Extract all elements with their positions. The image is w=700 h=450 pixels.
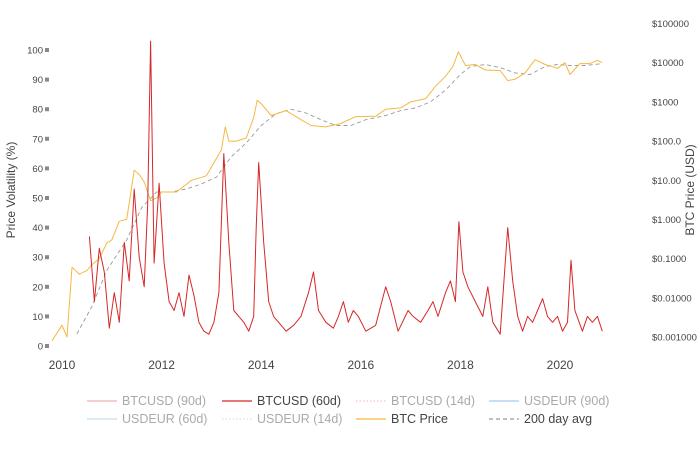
legend-label: 200 day avg: [524, 412, 592, 426]
left-tick-mark: [45, 255, 49, 260]
left-tick-mark: [45, 284, 49, 289]
left-tick-mark: [45, 77, 49, 82]
left-axis-title: Price Volatility (%): [4, 142, 18, 239]
legend-item[interactable]: USDEUR (90d): [489, 394, 609, 408]
left-axis-ticks: 0 10 20 30 40 50 60 70 80 90 100: [27, 46, 49, 353]
right-tick-label: $10.00: [652, 176, 681, 187]
legend-item[interactable]: BTC Price: [356, 412, 448, 426]
right-axis-ticks: $0.001000 $0.01000 $0.1000 $1.000 $10.00 $100…: [652, 19, 697, 344]
legend-label: BTCUSD (14d): [391, 394, 475, 408]
legend-label: USDEUR (90d): [524, 394, 609, 408]
right-tick-label: $0.001000: [652, 333, 697, 344]
left-tick-label: 80: [32, 105, 43, 116]
left-tick-mark: [45, 196, 49, 200]
left-tick-mark: [45, 344, 49, 348]
left-tick-mark: [45, 136, 49, 141]
x-tick-label: 2014: [248, 358, 275, 372]
right-tick-label: $10000: [652, 58, 684, 69]
left-tick-label: 0: [38, 342, 43, 353]
right-axis-title: BTC Price (USD): [683, 144, 697, 235]
x-tick-label: 2018: [447, 358, 474, 372]
x-tick-label: 2016: [347, 358, 374, 372]
left-tick-label: 70: [32, 134, 43, 145]
left-tick-mark: [45, 107, 49, 112]
left-tick-label: 40: [32, 223, 43, 234]
legend-item[interactable]: BTCUSD (90d): [87, 394, 206, 408]
btcusd-60d-line: [88, 40, 603, 335]
left-tick-mark: [45, 48, 49, 52]
legend-item[interactable]: 200 day avg: [489, 412, 592, 426]
left-tick-label: 90: [32, 75, 43, 86]
series-layer: [51, 40, 603, 342]
x-tick-label: 2020: [547, 358, 574, 372]
legend-label: USDEUR (14d): [257, 412, 342, 426]
left-tick-label: 50: [32, 194, 43, 205]
legend: BTCUSD (90d) BTCUSD (60d) BTCUSD (14d) USDE…: [87, 394, 609, 426]
legend-item[interactable]: BTCUSD (14d): [356, 394, 475, 408]
legend-label: USDEUR (60d): [122, 412, 207, 426]
x-axis-ticks: 2010 2012 2014 2016 2018 2020: [49, 358, 574, 372]
legend-item[interactable]: BTCUSD (60d): [222, 394, 341, 408]
legend-label: BTCUSD (90d): [122, 394, 206, 408]
left-tick-label: 100: [27, 46, 43, 57]
left-tick-label: 10: [32, 312, 43, 323]
legend-item[interactable]: USDEUR (14d): [222, 412, 342, 426]
right-tick-label: $0.1000: [652, 254, 686, 265]
left-tick-label: 60: [32, 164, 43, 175]
x-tick-label: 2012: [148, 358, 175, 372]
right-tick-label: $100000: [652, 19, 689, 30]
right-tick-label: $1000: [652, 97, 678, 108]
left-tick-label: 20: [32, 282, 43, 293]
left-tick-label: 30: [32, 253, 43, 264]
btc-price-line: [51, 51, 603, 342]
legend-label: BTCUSD (60d): [257, 394, 341, 408]
left-tick-mark: [45, 225, 49, 230]
x-tick-label: 2010: [49, 358, 76, 372]
right-tick-label: $1.000: [652, 215, 681, 226]
right-tick-label: $0.01000: [652, 293, 692, 304]
legend-item[interactable]: USDEUR (60d): [87, 412, 207, 426]
right-tick-label: $100.0: [652, 137, 681, 148]
legend-label: BTC Price: [391, 412, 448, 426]
left-tick-mark: [45, 166, 49, 171]
left-tick-mark: [45, 314, 49, 319]
